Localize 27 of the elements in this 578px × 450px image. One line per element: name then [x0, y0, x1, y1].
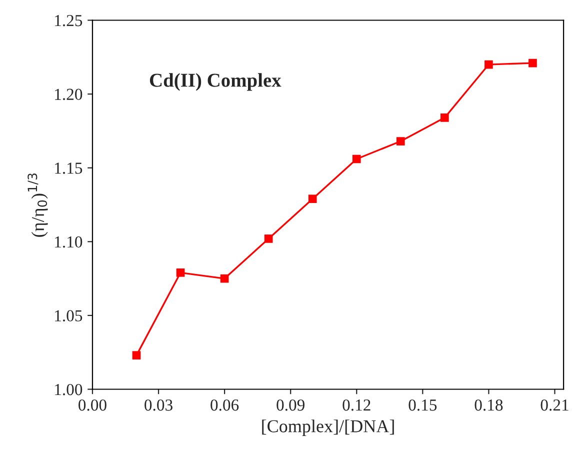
point	[528, 58, 537, 68]
point	[132, 351, 141, 360]
x-tick-label: 0.15	[408, 399, 437, 411]
y-tick-label: 1.10	[55, 236, 82, 248]
y-axis-title: (η/η$_{0}$)$^{1/3}$	[28, 173, 48, 237]
annotation: Cd(II) Complex	[150, 73, 282, 91]
x-tick-label: 0.03	[144, 399, 172, 411]
y-tick-label: 1.15	[55, 162, 82, 174]
point	[220, 274, 229, 283]
x-axis-title: [Complex]/[DNA]	[262, 420, 394, 436]
x-tick-label: 0.18	[474, 399, 503, 411]
x-tick-label: 0.21	[540, 399, 568, 411]
x-tick-label: 0.06	[210, 399, 239, 411]
y-tick-label: 1.20	[55, 88, 82, 100]
x-tick-label: 0.12	[342, 399, 370, 411]
y-tick-label: 1.05	[55, 310, 82, 322]
point	[264, 234, 273, 243]
point	[308, 194, 317, 204]
y-tick-label: 1.00	[55, 384, 82, 396]
point	[484, 60, 493, 69]
point	[440, 114, 449, 122]
point	[352, 154, 361, 164]
x-tick-label: 0.00	[78, 399, 106, 411]
y-tick-label: 1.25	[55, 14, 82, 26]
point	[176, 268, 185, 277]
x-tick-label: 0.09	[276, 399, 304, 411]
point	[396, 137, 405, 146]
